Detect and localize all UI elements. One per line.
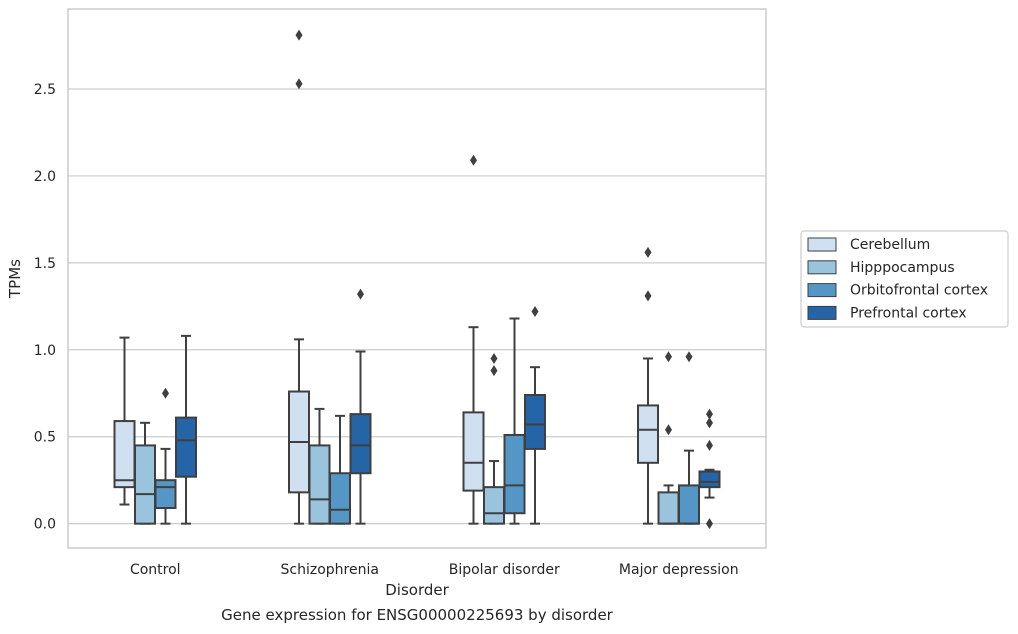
outlier-point (490, 365, 498, 377)
legend-label: Prefrontal cortex (850, 305, 967, 321)
box-iqr (175, 416, 197, 478)
outlier-point (706, 417, 713, 429)
box-hipppocampus (308, 407, 331, 525)
legend-item: Prefrontal cortex (807, 305, 967, 321)
box-prefrontal-cortex (349, 288, 372, 525)
outlier-point (706, 439, 713, 451)
box-iqr (678, 484, 700, 525)
outlier-point (706, 408, 713, 420)
box-iqr (637, 404, 659, 464)
outlier-point (665, 351, 672, 363)
legend-label: Hipppocampus (850, 260, 955, 276)
x-tick-label: Bipolar disorder (449, 562, 560, 578)
y-tick-label: 0.5 (34, 430, 56, 446)
box-cerebellum (113, 336, 136, 506)
legend-item: Cerebellum (807, 237, 930, 253)
legend: Cerebellum Hipppocampus Orbitofrontal cort… (800, 230, 1009, 328)
outlier-point (665, 424, 672, 436)
y-tick-labels: 0.0 0.5 1.0 1.5 2.0 2.5 (34, 82, 56, 533)
legend-frame (800, 230, 1009, 328)
outlier-point (470, 154, 477, 166)
x-tick-label: Control (130, 562, 181, 578)
x-tick-label: Major depression (619, 562, 739, 578)
outlier-point (295, 78, 303, 90)
box-iqr (462, 411, 485, 492)
y-tick-label: 1.0 (34, 343, 56, 359)
box-orbitofrontal-cortex (154, 387, 177, 525)
outlier-point (490, 352, 498, 364)
box-group (113, 334, 197, 525)
box-orbitofrontal-cortex (678, 351, 700, 525)
x-axis-label: Disorder (385, 581, 449, 599)
box-orbitofrontal-cortex (329, 414, 351, 525)
legend-swatch (807, 305, 837, 320)
outlier-point (706, 518, 713, 530)
legend-swatch (807, 237, 837, 252)
box-iqr (113, 420, 136, 489)
y-tick-label: 2.0 (34, 169, 56, 185)
outlier-point (295, 29, 303, 41)
box-prefrontal-cortex (175, 334, 197, 525)
legend-swatch (807, 283, 837, 298)
figure-caption: Gene expression for ENSG00000225693 by d… (221, 606, 613, 624)
box-group (288, 29, 372, 525)
x-tick-labels: Control Schizophrenia Bipolar disorder Majo… (130, 562, 739, 578)
box-group (637, 246, 721, 530)
legend-item: Orbitofrontal cortex (807, 283, 988, 299)
legend-label: Orbitofrontal cortex (850, 283, 988, 299)
outlier-point (644, 246, 652, 258)
box-iqr (329, 472, 351, 525)
box-iqr (134, 444, 156, 525)
box-cerebellum (288, 29, 310, 525)
outlier-point (685, 351, 693, 363)
box-orbitofrontal-cortex (503, 317, 526, 525)
box-groups (113, 29, 721, 530)
y-tick-label: 1.5 (34, 256, 56, 272)
outlier-point (531, 306, 539, 318)
legend-item: Hipppocampus (807, 260, 955, 276)
box-hipppocampus (657, 351, 680, 525)
box-iqr (524, 393, 546, 450)
box-hipppocampus (483, 352, 505, 525)
legend-swatch (807, 260, 837, 275)
y-axis-label: TPMs (6, 259, 24, 299)
outlier-point (644, 290, 652, 302)
y-tick-label: 0.0 (34, 517, 56, 533)
box-iqr (483, 486, 505, 525)
box-iqr (308, 444, 331, 525)
legend-label: Cerebellum (850, 237, 930, 253)
y-tick-label: 2.5 (34, 82, 56, 98)
box-cerebellum (462, 154, 485, 525)
box-hipppocampus (134, 421, 156, 525)
outlier-point (357, 288, 364, 300)
box-prefrontal-cortex (524, 306, 546, 525)
box-iqr (503, 433, 526, 515)
box-group (462, 154, 546, 525)
box-cerebellum (637, 246, 659, 525)
box-prefrontal-cortex (698, 408, 721, 530)
x-tick-label: Schizophrenia (281, 562, 379, 578)
box-iqr (657, 491, 680, 525)
outlier-point (162, 387, 169, 399)
box-iqr (154, 479, 177, 510)
plot-area (67, 8, 767, 549)
box-iqr (349, 413, 372, 475)
box-iqr (698, 470, 721, 489)
